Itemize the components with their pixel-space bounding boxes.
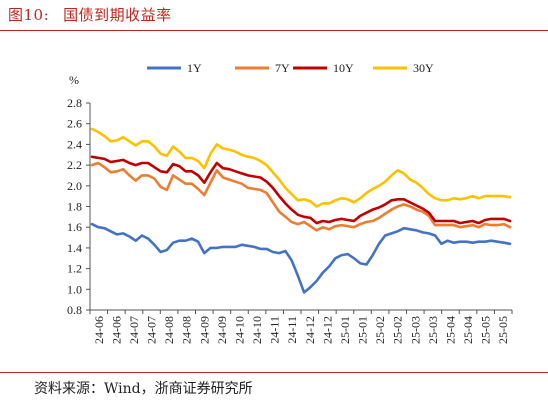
y-tick-label: 2.6 <box>67 117 82 131</box>
x-tick-label: 25-04 <box>461 316 475 344</box>
y-tick-label: 0.8 <box>67 303 82 317</box>
series-line-10y <box>90 155 512 225</box>
x-tick-label: 24-09 <box>215 316 229 344</box>
legend-label: 30Y <box>413 61 434 75</box>
figure-title: 国债到期收益率 <box>63 6 172 24</box>
x-tick-label: 25-01 <box>338 316 352 344</box>
x-tick-label: 24-07 <box>127 316 141 344</box>
x-tick-label: 24-09 <box>197 316 211 344</box>
y-tick-label: 2.8 <box>67 96 82 110</box>
x-tick-label: 25-05 <box>496 316 510 344</box>
legend-item-30y: 30Y <box>373 61 434 75</box>
x-tick-label: 24-10 <box>250 316 264 344</box>
x-tick-label: 25-02 <box>373 316 387 344</box>
y-tick-label: 2.2 <box>67 158 82 172</box>
y-tick-label: 1.6 <box>67 220 82 234</box>
top-rule <box>0 30 548 31</box>
x-tick-label: 24-12 <box>320 316 334 344</box>
y-tick-label: 1.4 <box>67 241 82 255</box>
y-axis: 0.8 1.0 1.2 1.4 1.6 1.8 2.0 2.2 2.4 2.6 2.8 <box>67 96 91 317</box>
x-tick-label: 24-11 <box>285 316 299 344</box>
x-tick-label: 24-12 <box>303 316 317 344</box>
y-tick-label: 1.2 <box>67 262 82 276</box>
x-axis: 24-06 24-06 24-07 24-07 24-08 24-08 24-09 24-09… <box>89 309 513 344</box>
series-line-1y <box>90 222 512 294</box>
x-tick-label: 25-03 <box>408 316 422 344</box>
x-tick-label: 25-02 <box>391 316 405 344</box>
x-tick-label: 25-01 <box>356 316 370 344</box>
x-tick-label: 25-05 <box>479 316 493 344</box>
legend-label: 7Y <box>275 61 290 75</box>
y-tick-label: 2.4 <box>67 137 82 151</box>
x-tick-label: 24-08 <box>180 316 194 344</box>
x-tick-label: 24-10 <box>232 316 246 344</box>
yield-line-chart: 1Y 7Y 10Y 30Y % 0.8 1.0 1.2 1.4 1.6 1.8 2.0 2.2 2.4… <box>67 61 513 344</box>
x-tick-label: 25-04 <box>443 316 457 344</box>
series-line-30y <box>90 127 512 208</box>
plot-area <box>90 127 512 294</box>
y-tick-label: 2.0 <box>67 179 82 193</box>
legend-label: 10Y <box>333 61 354 75</box>
x-tick-label: 25-03 <box>426 316 440 344</box>
series-line-7y <box>90 161 512 232</box>
y-axis-unit-label: % <box>69 73 79 87</box>
figure-caption: 图10: 国债到期收益率 <box>8 4 172 25</box>
source-note: 资料来源：Wind，浙商证券研究所 <box>34 381 253 397</box>
x-tick-label: 24-06 <box>109 316 123 344</box>
legend-item-1y: 1Y <box>147 61 202 75</box>
bottom-rule <box>0 372 548 373</box>
y-tick-label: 1.0 <box>67 282 82 296</box>
x-tick-label: 24-08 <box>162 316 176 344</box>
x-tick-label: 24-11 <box>268 316 282 344</box>
legend-label: 1Y <box>187 61 202 75</box>
x-tick-label: 24-07 <box>145 316 159 344</box>
x-tick-label: 24-06 <box>92 316 106 344</box>
chart-legend: 1Y 7Y 10Y 30Y <box>147 61 434 75</box>
legend-item-7y: 7Y <box>235 61 290 75</box>
y-tick-label: 1.8 <box>67 200 82 214</box>
figure-label: 图10: <box>8 6 50 24</box>
legend-item-10y: 10Y <box>293 61 354 75</box>
